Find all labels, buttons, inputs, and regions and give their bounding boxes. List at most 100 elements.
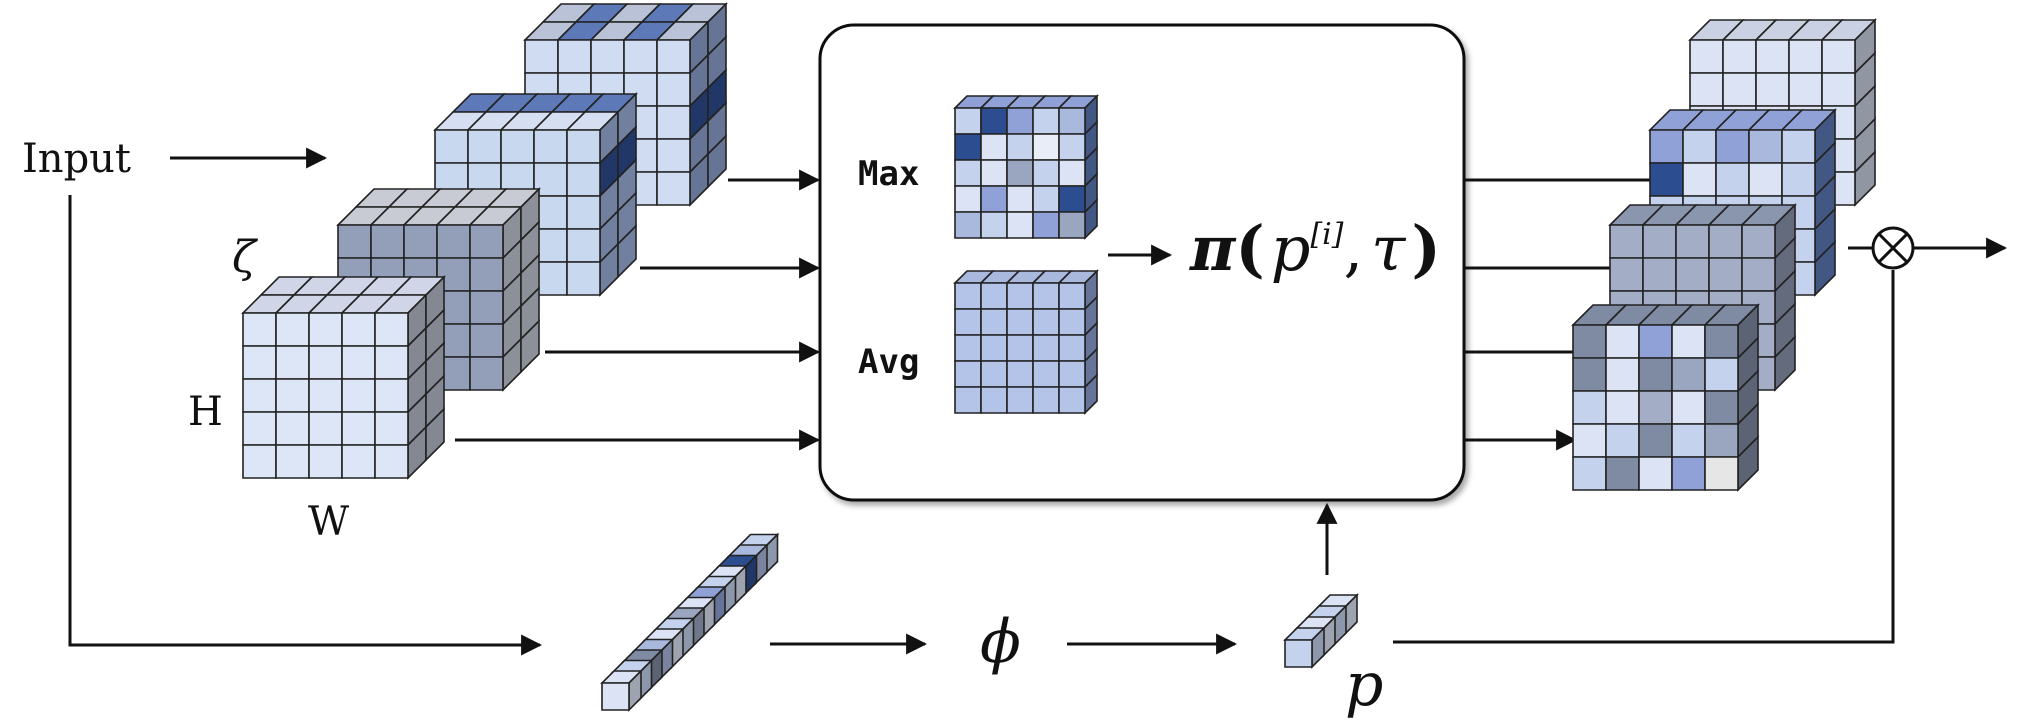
cube-front-cell [954, 185, 982, 213]
cube-front-cell [242, 444, 277, 479]
cube-front-cell [341, 312, 376, 347]
cube-front-cell [469, 224, 504, 259]
context-vector [600, 532, 780, 712]
cube-front-cell [1058, 159, 1086, 187]
cube-front-cell [1032, 211, 1060, 239]
cube-front-cell [374, 312, 409, 347]
cube-front-cell [1609, 257, 1644, 292]
input-label: Input [22, 136, 131, 182]
cube-front-cell [1642, 257, 1677, 292]
cube-front-cell [1741, 257, 1776, 292]
cube-front-cell [275, 378, 310, 413]
otimes-cross-b [1877, 232, 1909, 264]
cube-front-cell [656, 105, 691, 140]
cube-front-cell [1781, 129, 1816, 164]
cube-front-cell [980, 185, 1008, 213]
cube-front-cell [980, 133, 1008, 161]
cube-front-cell [341, 378, 376, 413]
cube-front-cell [374, 378, 409, 413]
cube-front-cell [656, 72, 691, 107]
cube-front-cell [1682, 162, 1717, 197]
cube-front-cell [1649, 129, 1684, 164]
cube-front-cell [1748, 129, 1783, 164]
cube-front-cell [403, 224, 438, 259]
pooling-module-box [818, 23, 1466, 502]
cube-front-cell [1605, 423, 1640, 458]
cube-front-cell [1671, 357, 1706, 392]
cube-front-cell [1058, 282, 1086, 310]
cube-front-cell [469, 290, 504, 325]
cube-side-cell [520, 319, 540, 374]
cube-front-cell [1605, 456, 1640, 491]
cube-front-cell [370, 224, 405, 259]
cube-front-cell [436, 224, 471, 259]
p-superscript: [i] [1310, 217, 1343, 252]
output-feature-cubes [1571, 18, 1877, 492]
cube-front-cell [980, 386, 1008, 414]
cube-front-cell [337, 224, 372, 259]
cube-front-cell [469, 356, 504, 391]
cube-front-cell [242, 411, 277, 446]
cube-front-cell [1605, 390, 1640, 425]
cube-front-cell [275, 411, 310, 446]
cube-front-cell [308, 411, 343, 446]
cube-front-cell [1638, 324, 1673, 359]
cube-front-cell [1058, 133, 1086, 161]
height-label: H [188, 389, 223, 435]
cube-front-cell [980, 334, 1008, 362]
output-cube-1 [1571, 303, 1760, 492]
cube-front-cell [954, 386, 982, 414]
cube-front-cell [1638, 390, 1673, 425]
cube-front-cell [1708, 224, 1743, 259]
cube-front-cell [1572, 423, 1607, 458]
cube-front-cell [1058, 360, 1086, 388]
cube-front-cell [656, 39, 691, 74]
p-vector [1283, 593, 1359, 669]
cube-front-cell [590, 39, 625, 74]
cube-front-cell [980, 107, 1008, 135]
zeta-label: ζ [232, 232, 259, 283]
cube-front-cell [1755, 72, 1790, 107]
cube-front-cell [1675, 224, 1710, 259]
cube-front-cell [1748, 162, 1783, 197]
cube-front-cell [1821, 72, 1856, 107]
cube-front-cell [1689, 39, 1724, 74]
input-skip-arrow [68, 195, 543, 656]
cube-front-cell [954, 211, 982, 239]
vector-cell [600, 669, 643, 712]
cube-front-cell [557, 39, 592, 74]
cube-front-cell [1006, 133, 1034, 161]
cube-front-cell [1572, 456, 1607, 491]
cube-front-cell [469, 323, 504, 358]
cube-front-cell [1006, 185, 1034, 213]
phi-label: ϕ [980, 607, 1021, 677]
cube-front-cell [1032, 185, 1060, 213]
cube-front-cell [954, 334, 982, 362]
cube-front-cell [1006, 107, 1034, 135]
cube-front-cell [1032, 133, 1060, 161]
cube-front-cell [1722, 39, 1757, 74]
cube-front-cell [275, 345, 310, 380]
cube-front-cell [1032, 334, 1060, 362]
cube-front-cell [1675, 257, 1710, 292]
cube-front-cell [1572, 357, 1607, 392]
pooled-maps [953, 94, 1099, 415]
cube-front-cell [1704, 390, 1739, 425]
cube-front-cell [1006, 360, 1034, 388]
cube-front-cell [1058, 386, 1086, 414]
max-label: Max [858, 154, 919, 194]
cube-front-cell [954, 360, 982, 388]
cube-front-cell [434, 129, 469, 164]
cube-front-cell [1788, 39, 1823, 74]
cube-front-cell [566, 195, 601, 230]
pi-symbol: π [1189, 212, 1237, 285]
pi-formula: π(p[i], τ) [1189, 212, 1441, 285]
cube-front-cell [1006, 282, 1034, 310]
cube-front-cell [341, 444, 376, 479]
cube-front-cell [1572, 390, 1607, 425]
cube-front-cell [469, 257, 504, 292]
cube-front-cell [1671, 324, 1706, 359]
cube-front-cell [1755, 39, 1790, 74]
cube-front-cell [308, 378, 343, 413]
cube-front-cell [1058, 334, 1086, 362]
